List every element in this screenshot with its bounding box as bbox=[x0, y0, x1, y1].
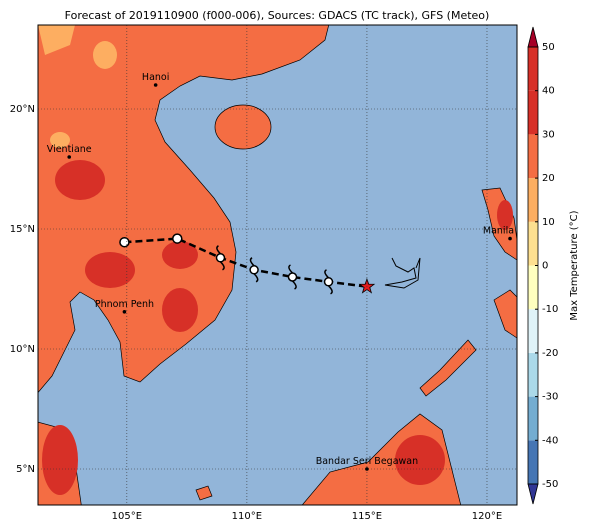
colorbar-band bbox=[528, 352, 538, 397]
track-layer bbox=[119, 233, 376, 295]
cool-patches bbox=[38, 25, 117, 148]
storm-symbol bbox=[324, 269, 333, 295]
colorbar-tick-label: 10 bbox=[542, 217, 555, 228]
city-dot bbox=[67, 155, 72, 159]
colorbar-tick-label: -20 bbox=[542, 348, 558, 359]
city-label: Vientiane bbox=[47, 144, 92, 155]
colorbar-band bbox=[528, 396, 538, 441]
colorbar-tick-label: 20 bbox=[542, 173, 555, 184]
colorbar-extend bbox=[527, 26, 539, 48]
city-label: Manila bbox=[483, 226, 514, 237]
y-tick-label: 20°N bbox=[10, 104, 35, 115]
colorbar-band bbox=[528, 265, 538, 310]
x-tick-label: 110°E bbox=[232, 511, 262, 522]
track-point bbox=[287, 272, 298, 282]
colorbar-band bbox=[528, 309, 538, 353]
track-point bbox=[119, 236, 130, 248]
colorbar-tick-label: 40 bbox=[542, 86, 555, 97]
city-label: Hanoi bbox=[142, 72, 169, 83]
colorbar-band bbox=[528, 440, 538, 484]
city-dot bbox=[508, 236, 512, 241]
x-tick-label: 120°E bbox=[472, 511, 502, 522]
map-frame bbox=[37, 24, 518, 506]
city-dot bbox=[122, 310, 127, 314]
city-label: Phnom Penh bbox=[95, 299, 154, 310]
track-point bbox=[249, 265, 259, 275]
colorbar-band bbox=[528, 47, 538, 91]
track-point bbox=[215, 253, 226, 263]
city-label: Bandar Seri Begawan bbox=[316, 456, 418, 467]
y-tick-label: 10°N bbox=[10, 344, 35, 355]
x-tick-label: 105°E bbox=[112, 511, 142, 522]
storm-symbol bbox=[249, 257, 259, 283]
x-tick-label: 115°E bbox=[352, 511, 382, 522]
map-area bbox=[38, 25, 517, 505]
colorbar-tick-label: -50 bbox=[542, 479, 558, 490]
colorbar-band bbox=[528, 90, 538, 135]
y-tick-label: 5°N bbox=[16, 464, 35, 475]
storm-symbol bbox=[216, 245, 225, 271]
colorbar-tick-label: -30 bbox=[542, 392, 558, 403]
colorbar-tick-label: 30 bbox=[542, 129, 555, 140]
track-point bbox=[323, 277, 334, 287]
track-point bbox=[172, 233, 183, 244]
colorbar-band bbox=[528, 178, 538, 222]
city-dot bbox=[153, 83, 158, 87]
y-tick-label: 15°N bbox=[10, 224, 35, 235]
colorbar-extend bbox=[527, 483, 539, 505]
colorbar-band bbox=[528, 134, 538, 179]
colorbar-band bbox=[528, 221, 538, 266]
colorbar-tick-label: 0 bbox=[542, 261, 548, 272]
warm-patches bbox=[42, 160, 513, 495]
title: Forecast of 2019110900 (f000-006), Sourc… bbox=[65, 9, 490, 22]
colorbar-tick-label: -10 bbox=[542, 304, 558, 315]
colorbar-label: Max Temperature (°C) bbox=[569, 210, 580, 320]
colorbar-tick-label: -40 bbox=[542, 435, 558, 446]
colorbar-tick-label: 50 bbox=[542, 42, 555, 53]
storm-symbol bbox=[288, 264, 297, 290]
city-dot bbox=[365, 467, 369, 471]
track-spur bbox=[384, 257, 421, 289]
